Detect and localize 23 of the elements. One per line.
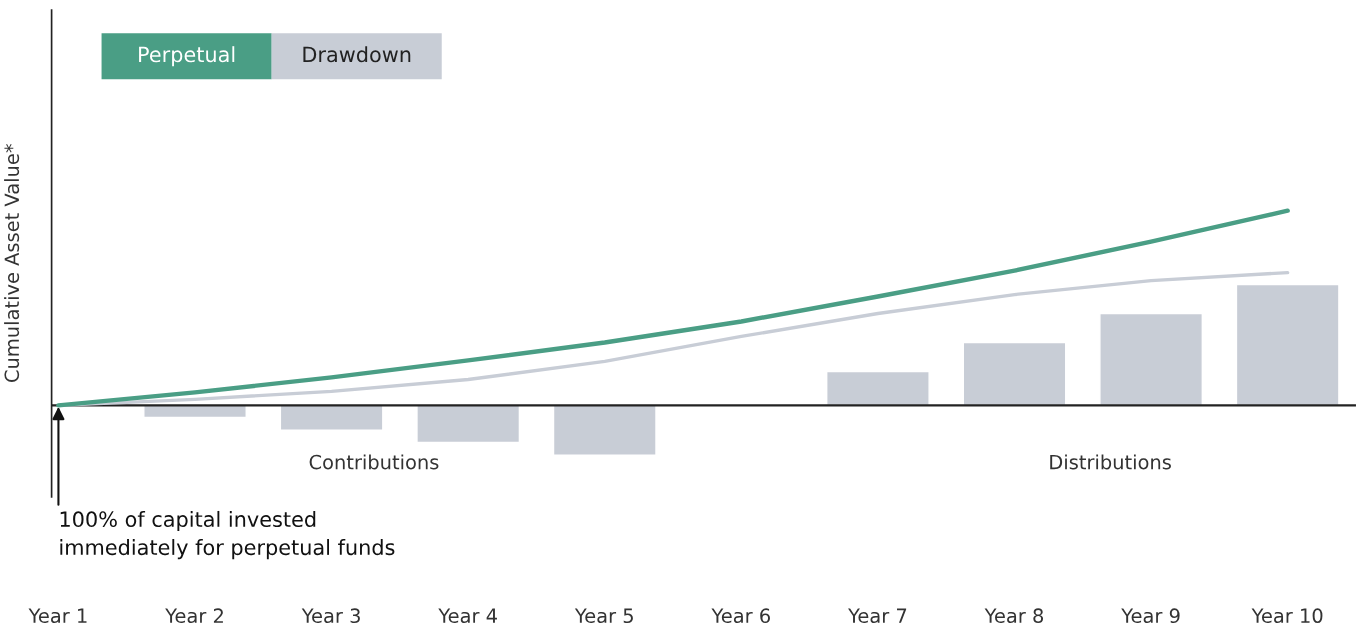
x-tick-label: Year 3	[301, 608, 360, 624]
text: Perpetual	[139, 46, 235, 67]
x-tick-label: Year 7	[848, 608, 907, 624]
annotation: 100% of capital invested immediately for perpetual funds	[60, 510, 395, 560]
bar	[552, 404, 657, 456]
bar	[1235, 283, 1340, 407]
x-tick-label: Year 8	[984, 608, 1044, 624]
x-tick-label: Year 1	[28, 608, 87, 624]
text: Drawdown	[303, 46, 411, 63]
bar	[279, 404, 384, 432]
annotation: Distributions	[1050, 454, 1171, 470]
x-tick-label: Year 6	[711, 608, 770, 624]
x-tick-label: Year 10	[1251, 608, 1323, 624]
x-tick-label: Year 9	[1121, 608, 1180, 624]
x-tick-label: Year 4	[438, 608, 497, 624]
annotation: Contributions	[309, 454, 439, 470]
y-axis-title: Cumulative Asset Value*	[4, 144, 20, 382]
bar	[826, 370, 930, 407]
bar	[962, 341, 1067, 407]
bar	[1099, 312, 1204, 407]
x-tick-label: Year 5	[574, 608, 633, 624]
x-tick-label: Year 2	[165, 608, 223, 624]
bar	[416, 404, 521, 444]
